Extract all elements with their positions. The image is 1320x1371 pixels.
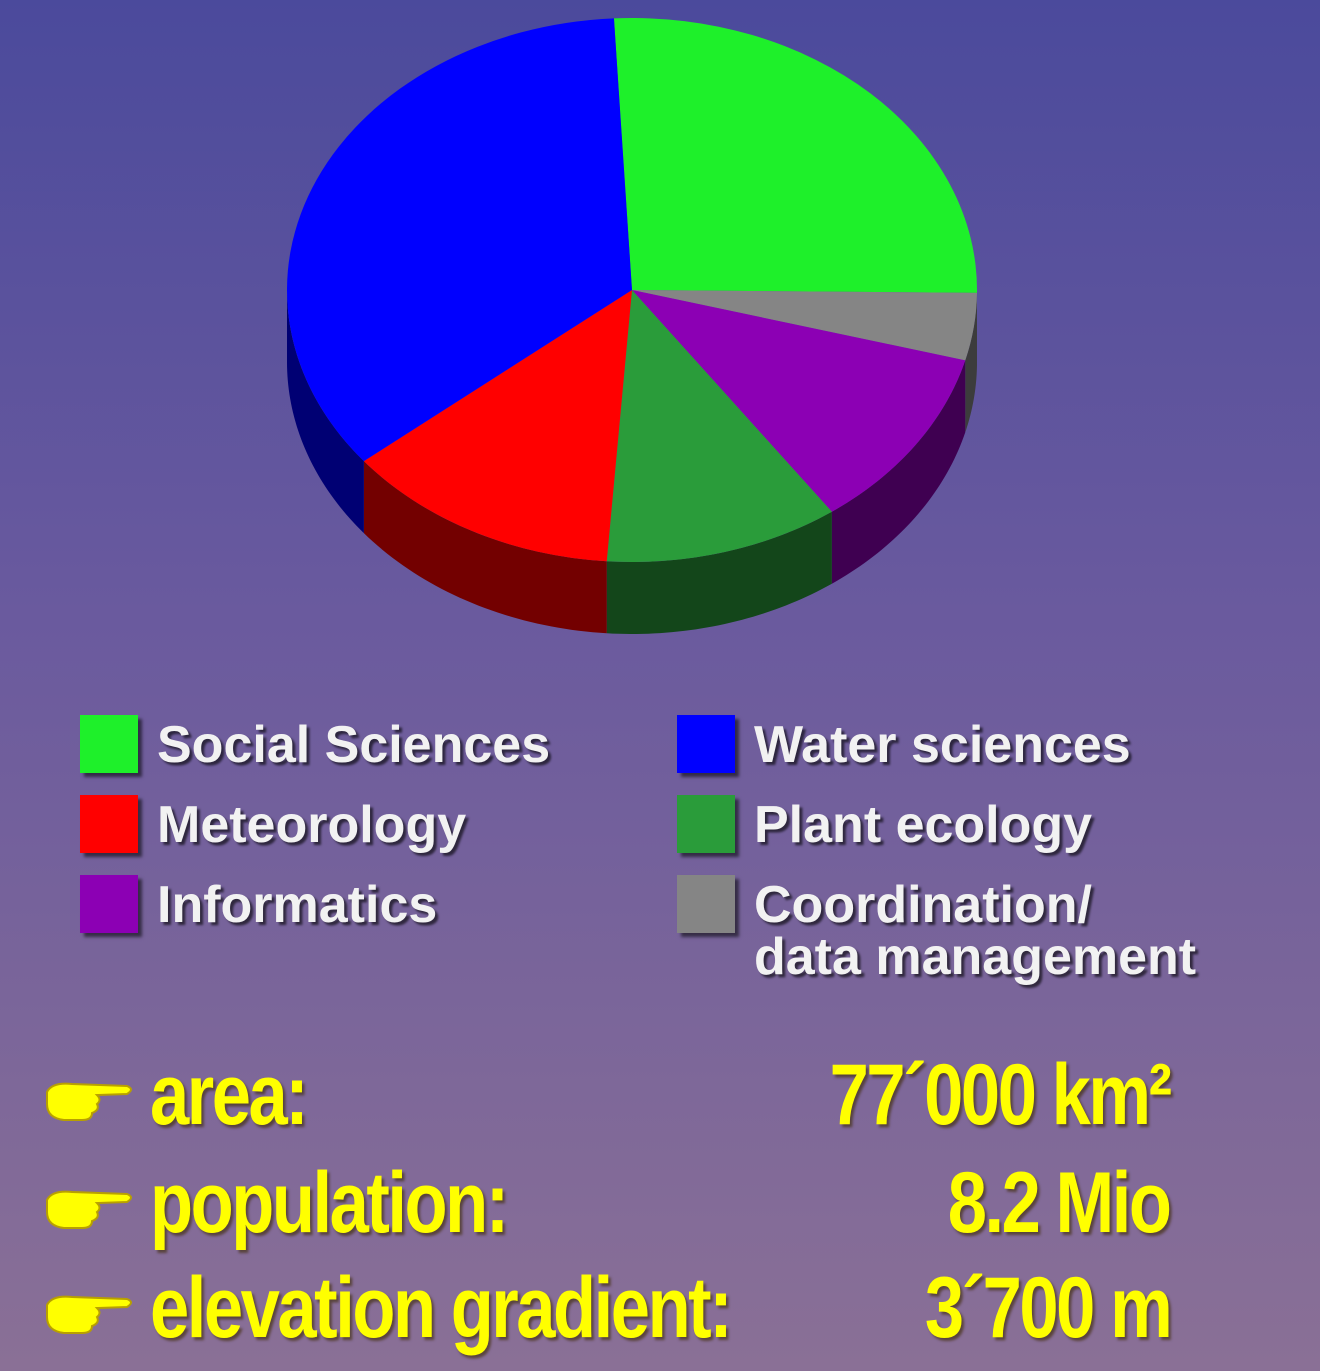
pie-side	[606, 511, 832, 634]
pie-slice	[613, 17, 977, 293]
pointer-icon	[46, 1082, 132, 1121]
pointer-icon	[46, 1190, 132, 1229]
pie-side	[287, 290, 364, 534]
pie-side	[831, 360, 966, 584]
pie-slice	[606, 290, 832, 562]
legend-swatch	[80, 875, 138, 933]
legend-label: Water sciences	[754, 716, 1131, 774]
legend-label: Coordination/ data management	[754, 876, 1197, 986]
pie-side	[965, 292, 977, 433]
legend-label: Plant ecology	[754, 796, 1093, 854]
fact-label: population:	[150, 1155, 509, 1251]
legend-swatch	[80, 715, 138, 773]
legend-swatch	[677, 795, 735, 853]
legend-label: Informatics	[157, 876, 438, 934]
fact-value: 8.2 Mio	[948, 1155, 1172, 1251]
pointer-icon	[46, 1295, 132, 1334]
pie-slice	[287, 18, 632, 462]
legend-swatch	[677, 715, 735, 773]
legend-swatch	[677, 875, 735, 933]
pie-chart	[287, 17, 977, 634]
fact-label: elevation gradient:	[150, 1260, 733, 1356]
legend-label: Meteorology	[157, 796, 467, 854]
legend-swatch	[80, 795, 138, 853]
pie-slice	[632, 290, 977, 361]
pie-slice	[632, 290, 966, 512]
fact-value: 3´700 m	[924, 1260, 1173, 1356]
fact-value: 77´000 km²	[830, 1047, 1172, 1143]
pie-side	[363, 461, 607, 634]
legend-label: Social Sciences	[157, 716, 551, 774]
pie-slice	[363, 290, 632, 562]
fact-label: area:	[150, 1047, 309, 1143]
